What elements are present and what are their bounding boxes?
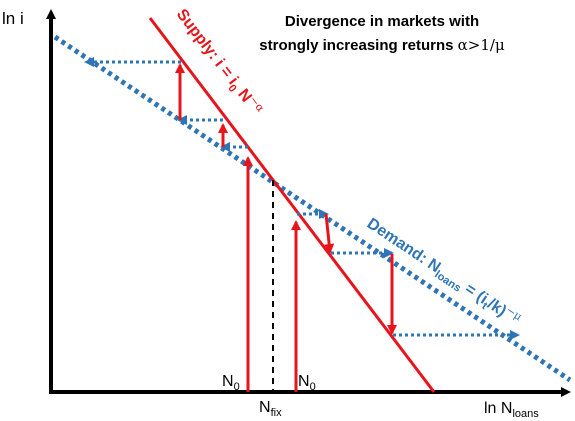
- n0-left-main: N: [222, 373, 234, 390]
- nfix-label: Nfix: [259, 399, 282, 419]
- title-line-2-text: strongly increasing returns: [259, 37, 457, 54]
- n0-right-sub: 0: [310, 381, 316, 393]
- y-axis-label: ln i: [2, 9, 24, 28]
- nfix-main: N: [259, 399, 271, 416]
- vertical-arrow-right-2: [324, 213, 335, 254]
- supply-label-prefix: Supply: i = i: [173, 6, 241, 88]
- x-axis-label: ln Nloans: [484, 400, 539, 420]
- title-line-2-math: α>1/μ: [458, 36, 505, 54]
- n0-left-sub: 0: [234, 381, 240, 393]
- nfix-sub: fix: [271, 407, 283, 419]
- supply-line: [148, 17, 436, 393]
- n0-right-main: N: [298, 373, 310, 390]
- cobweb-left: [84, 57, 253, 392]
- demand-label-after: /k): [484, 296, 509, 321]
- title-line-1: Divergence in markets with: [285, 13, 479, 30]
- n0-right-label: N0: [298, 373, 316, 393]
- x-axis-label-main: ln N: [484, 400, 512, 417]
- demand-label: Demand: Nloans = (it/k)−μ: [362, 213, 524, 332]
- x-axis-label-sub: loans: [512, 408, 539, 420]
- demand-line: [53, 34, 572, 383]
- n0-left-label: N0: [222, 373, 240, 393]
- title-line-2: strongly increasing returns α>1/μ: [259, 36, 505, 54]
- cobweb-right: [291, 209, 520, 392]
- demand-label-sub2: t: [480, 300, 490, 312]
